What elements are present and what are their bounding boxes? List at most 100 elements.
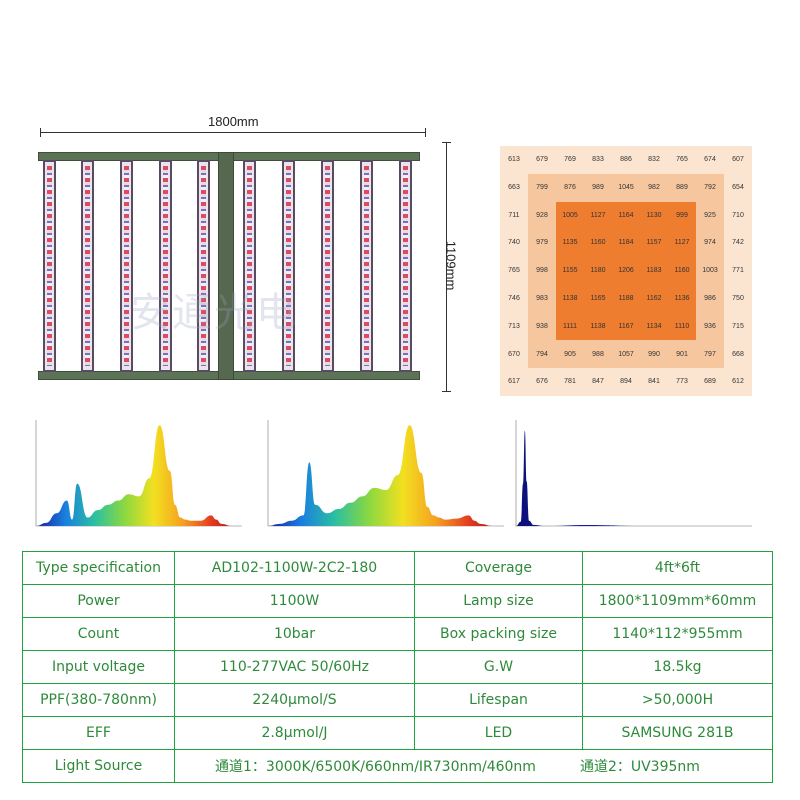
ppfd-value: 1164 [618, 211, 634, 219]
fixture-drawing: 1800mm 1109mm 安通光电 [30, 108, 480, 398]
led-bar [360, 160, 373, 372]
table-cell: AD102-1100W-2C2-180 [174, 551, 415, 585]
ppfd-value: 886 [620, 156, 632, 163]
led-strip [163, 166, 168, 366]
ppfd-value: 1180 [590, 267, 606, 275]
spec-table: Type specification AD102-1100W-2C2-180 Cov… [22, 551, 773, 783]
ppfd-value: 1188 [618, 295, 634, 302]
ppfd-value: 983 [536, 295, 548, 302]
ppfd-value: 833 [592, 156, 604, 163]
ppfd-value: 847 [592, 378, 604, 386]
ppfd-value: 1206 [618, 267, 634, 275]
ppfd-value: 746 [508, 295, 520, 302]
ppfd-value: 676 [536, 378, 548, 386]
led-bar [43, 160, 56, 372]
lamp-fixture: 安通光电 [38, 152, 420, 380]
ppfd-value: 689 [704, 378, 716, 386]
ppfd-value: 990 [648, 350, 660, 358]
ppfd-value: 1005 [562, 211, 578, 219]
ppfd-value: 1136 [674, 295, 690, 302]
table-cell: 1100W [174, 584, 415, 618]
ppfd-value: 1003 [702, 267, 718, 275]
table-cell: 18.5kg [582, 650, 773, 684]
ppfd-map: 613 679 769 833 886 832 765 674 607 663 799 876 989 1… [500, 146, 752, 396]
ppfd-value: 773 [676, 378, 688, 386]
ppfd-value: 742 [732, 239, 744, 247]
led-strip [201, 166, 206, 366]
table-cell: 4ft*6ft [582, 551, 773, 585]
ppfd-value: 792 [704, 183, 716, 191]
table-cell: Lamp size [414, 584, 583, 618]
ppfd-value: 1155 [562, 267, 578, 275]
ppfd-value: 654 [732, 183, 744, 191]
channel-1-text: 通道1：3000K/6500K/660nm/IR730nm/460nm [215, 759, 536, 775]
led-strip [403, 166, 408, 366]
ppfd-value: 1045 [618, 183, 634, 191]
ppfd-value: 797 [704, 350, 716, 358]
ppfd-value: 982 [648, 183, 660, 191]
ppfd-value: 905 [564, 350, 576, 358]
ppfd-value: 998 [536, 267, 548, 275]
led-strip [247, 166, 252, 366]
table-cell: SAMSUNG 281B [582, 716, 773, 750]
spectrum-area [268, 425, 504, 526]
led-bar [282, 160, 295, 372]
spectrum-chart-3 [506, 412, 756, 542]
table-row: Count 10bar Box packing size 1140*112*955mm [22, 617, 773, 651]
ppfd-value: 750 [732, 295, 744, 302]
led-bar [243, 160, 256, 372]
ppfd-value: 1183 [646, 267, 662, 275]
ppfd-value: 715 [732, 322, 744, 330]
ppfd-value: 668 [732, 350, 744, 358]
ppfd-value: 794 [536, 350, 548, 358]
width-dimension-line [40, 128, 426, 137]
spectrum-area [36, 425, 242, 526]
ppfd-value: 769 [564, 156, 576, 163]
led-bar [159, 160, 172, 372]
table-cell: Lifespan [414, 683, 583, 717]
ppfd-value: 1165 [590, 295, 606, 302]
ppfd-value: 1184 [618, 239, 634, 247]
light-source-value: 通道1：3000K/6500K/660nm/IR730nm/460nm 通道2：U… [174, 749, 773, 783]
ppfd-value: 986 [704, 295, 716, 302]
ppfd-value: 1138 [590, 322, 606, 330]
ppfd-value: 1057 [618, 350, 634, 358]
axis [515, 420, 752, 527]
ppfd-value: 679 [536, 156, 548, 163]
spectrum-chart-2 [258, 412, 508, 542]
height-dimension-label: 1109mm [443, 240, 459, 291]
spectrum-svg [267, 420, 504, 527]
ppfd-value: 663 [508, 183, 520, 191]
ppfd-value: 1130 [646, 211, 662, 219]
ppfd-value: 612 [732, 378, 744, 386]
ppfd-value: 894 [620, 378, 632, 386]
table-cell: Power [22, 584, 175, 618]
ppfd-value: 781 [564, 378, 576, 386]
ppfd-value: 979 [536, 239, 548, 247]
ppfd-value: 1160 [674, 267, 690, 275]
ppfd-value: 1110 [674, 322, 690, 330]
ppfd-value: 1111 [562, 322, 577, 330]
spectrum-svg [515, 420, 752, 527]
led-strip [364, 166, 369, 366]
ppfd-value: 936 [704, 322, 716, 330]
ppfd-value: 1167 [618, 322, 634, 330]
table-cell: LED [414, 716, 583, 750]
ppfd-value: 740 [508, 239, 520, 247]
ppfd-value: 876 [564, 183, 576, 191]
ppfd-value: 771 [732, 267, 744, 275]
table-cell: 1800*1109mm*60mm [582, 584, 773, 618]
ppfd-value: 1162 [646, 295, 662, 302]
ppfd-value: 889 [676, 183, 688, 191]
light-source-label: Light Source [22, 749, 175, 783]
spectrum-svg [35, 420, 242, 527]
width-dimension-label: 1800mm [208, 114, 259, 129]
ppfd-value: 928 [536, 211, 548, 219]
ppfd-value: 711 [508, 211, 520, 219]
table-cell: Type specification [22, 551, 175, 585]
led-strip [325, 166, 330, 366]
ppfd-value: 799 [536, 183, 548, 191]
ppfd-value: 1157 [646, 239, 662, 247]
ppfd-value: 901 [676, 350, 688, 358]
led-bar [399, 160, 412, 372]
